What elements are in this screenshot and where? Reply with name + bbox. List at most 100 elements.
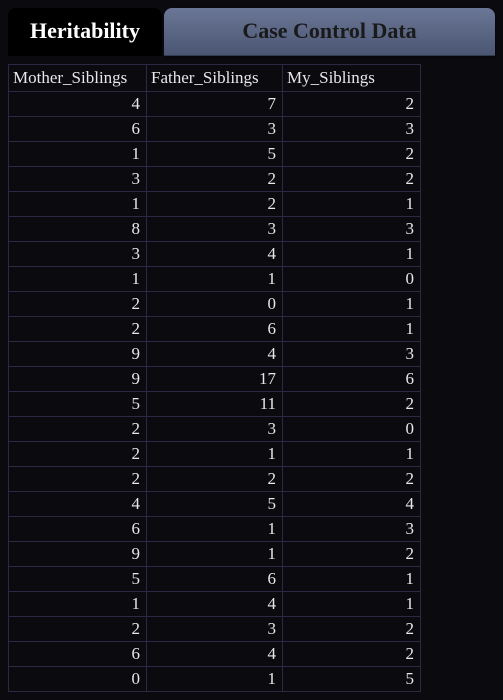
table-cell: 4 [147, 642, 283, 667]
table-cell: 2 [283, 167, 421, 192]
table-cell: 1 [283, 192, 421, 217]
table-cell: 2 [9, 617, 147, 642]
table-cell: 2 [283, 642, 421, 667]
table-cell: 2 [9, 417, 147, 442]
table-row: 201 [9, 292, 421, 317]
table-cell: 4 [147, 592, 283, 617]
table-cell: 3 [147, 117, 283, 142]
table-row: 943 [9, 342, 421, 367]
table-cell: 1 [283, 292, 421, 317]
table-cell: 2 [147, 192, 283, 217]
table-cell: 11 [147, 392, 283, 417]
table-cell: 4 [283, 492, 421, 517]
table-cell: 3 [9, 242, 147, 267]
table-row: 322 [9, 167, 421, 192]
col-header-father-siblings: Father_Siblings [147, 65, 283, 92]
table-cell: 4 [147, 342, 283, 367]
table-cell: 2 [283, 142, 421, 167]
table-body: 4726331523221218333411102012619439176511… [9, 92, 421, 692]
table-row: 613 [9, 517, 421, 542]
table-cell: 2 [147, 167, 283, 192]
table-cell: 9 [9, 542, 147, 567]
table-cell: 6 [147, 317, 283, 342]
tab-case-control-data[interactable]: Case Control Data [164, 8, 495, 56]
table-cell: 1 [147, 667, 283, 692]
tab-heritability[interactable]: Heritability [8, 8, 162, 56]
table-cell: 3 [283, 117, 421, 142]
table-cell: 3 [283, 217, 421, 242]
table-row: 5112 [9, 392, 421, 417]
table-cell: 1 [283, 592, 421, 617]
table-row: 561 [9, 567, 421, 592]
table-cell: 2 [9, 467, 147, 492]
table-row: 152 [9, 142, 421, 167]
table-cell: 5 [9, 567, 147, 592]
table-row: 833 [9, 217, 421, 242]
content-area: Mother_Siblings Father_Siblings My_Sibli… [0, 56, 503, 692]
table-cell: 2 [283, 392, 421, 417]
table-cell: 1 [283, 567, 421, 592]
table-row: 454 [9, 492, 421, 517]
table-row: 211 [9, 442, 421, 467]
tab-bar: Heritability Case Control Data [0, 0, 503, 56]
table-cell: 6 [147, 567, 283, 592]
table-cell: 9 [9, 367, 147, 392]
table-cell: 2 [147, 467, 283, 492]
table-row: 230 [9, 417, 421, 442]
table-cell: 2 [283, 542, 421, 567]
table-cell: 5 [283, 667, 421, 692]
table-cell: 4 [9, 92, 147, 117]
table-header: Mother_Siblings Father_Siblings My_Sibli… [9, 65, 421, 92]
table-cell: 4 [9, 492, 147, 517]
table-cell: 5 [147, 142, 283, 167]
table-cell: 2 [9, 317, 147, 342]
table-cell: 17 [147, 367, 283, 392]
table-cell: 1 [9, 142, 147, 167]
table-row: 261 [9, 317, 421, 342]
table-cell: 6 [9, 642, 147, 667]
col-header-mother-siblings: Mother_Siblings [9, 65, 147, 92]
table-cell: 6 [9, 117, 147, 142]
col-header-my-siblings: My_Siblings [283, 65, 421, 92]
table-row: 633 [9, 117, 421, 142]
table-cell: 1 [9, 192, 147, 217]
table-cell: 5 [9, 392, 147, 417]
table-cell: 3 [147, 617, 283, 642]
table-cell: 2 [9, 442, 147, 467]
table-cell: 3 [283, 517, 421, 542]
table-cell: 1 [9, 592, 147, 617]
table-cell: 8 [9, 217, 147, 242]
table-cell: 2 [283, 617, 421, 642]
table-cell: 5 [147, 492, 283, 517]
table-cell: 4 [147, 242, 283, 267]
table-cell: 0 [283, 267, 421, 292]
table-cell: 3 [147, 217, 283, 242]
table-row: 9176 [9, 367, 421, 392]
table-cell: 3 [283, 342, 421, 367]
table-cell: 2 [283, 92, 421, 117]
table-row: 222 [9, 467, 421, 492]
table-row: 472 [9, 92, 421, 117]
table-row: 232 [9, 617, 421, 642]
table-cell: 1 [147, 542, 283, 567]
table-cell: 2 [283, 467, 421, 492]
table-row: 642 [9, 642, 421, 667]
table-cell: 1 [283, 242, 421, 267]
table-row: 015 [9, 667, 421, 692]
table-cell: 2 [9, 292, 147, 317]
table-row: 110 [9, 267, 421, 292]
table-cell: 1 [147, 267, 283, 292]
table-cell: 6 [283, 367, 421, 392]
table-row: 141 [9, 592, 421, 617]
table-cell: 3 [9, 167, 147, 192]
table-cell: 0 [9, 667, 147, 692]
table-cell: 1 [147, 442, 283, 467]
table-row: 121 [9, 192, 421, 217]
table-cell: 7 [147, 92, 283, 117]
table-row: 912 [9, 542, 421, 567]
table-cell: 1 [283, 317, 421, 342]
table-cell: 0 [283, 417, 421, 442]
table-cell: 1 [9, 267, 147, 292]
siblings-table: Mother_Siblings Father_Siblings My_Sibli… [8, 64, 421, 692]
table-cell: 1 [147, 517, 283, 542]
